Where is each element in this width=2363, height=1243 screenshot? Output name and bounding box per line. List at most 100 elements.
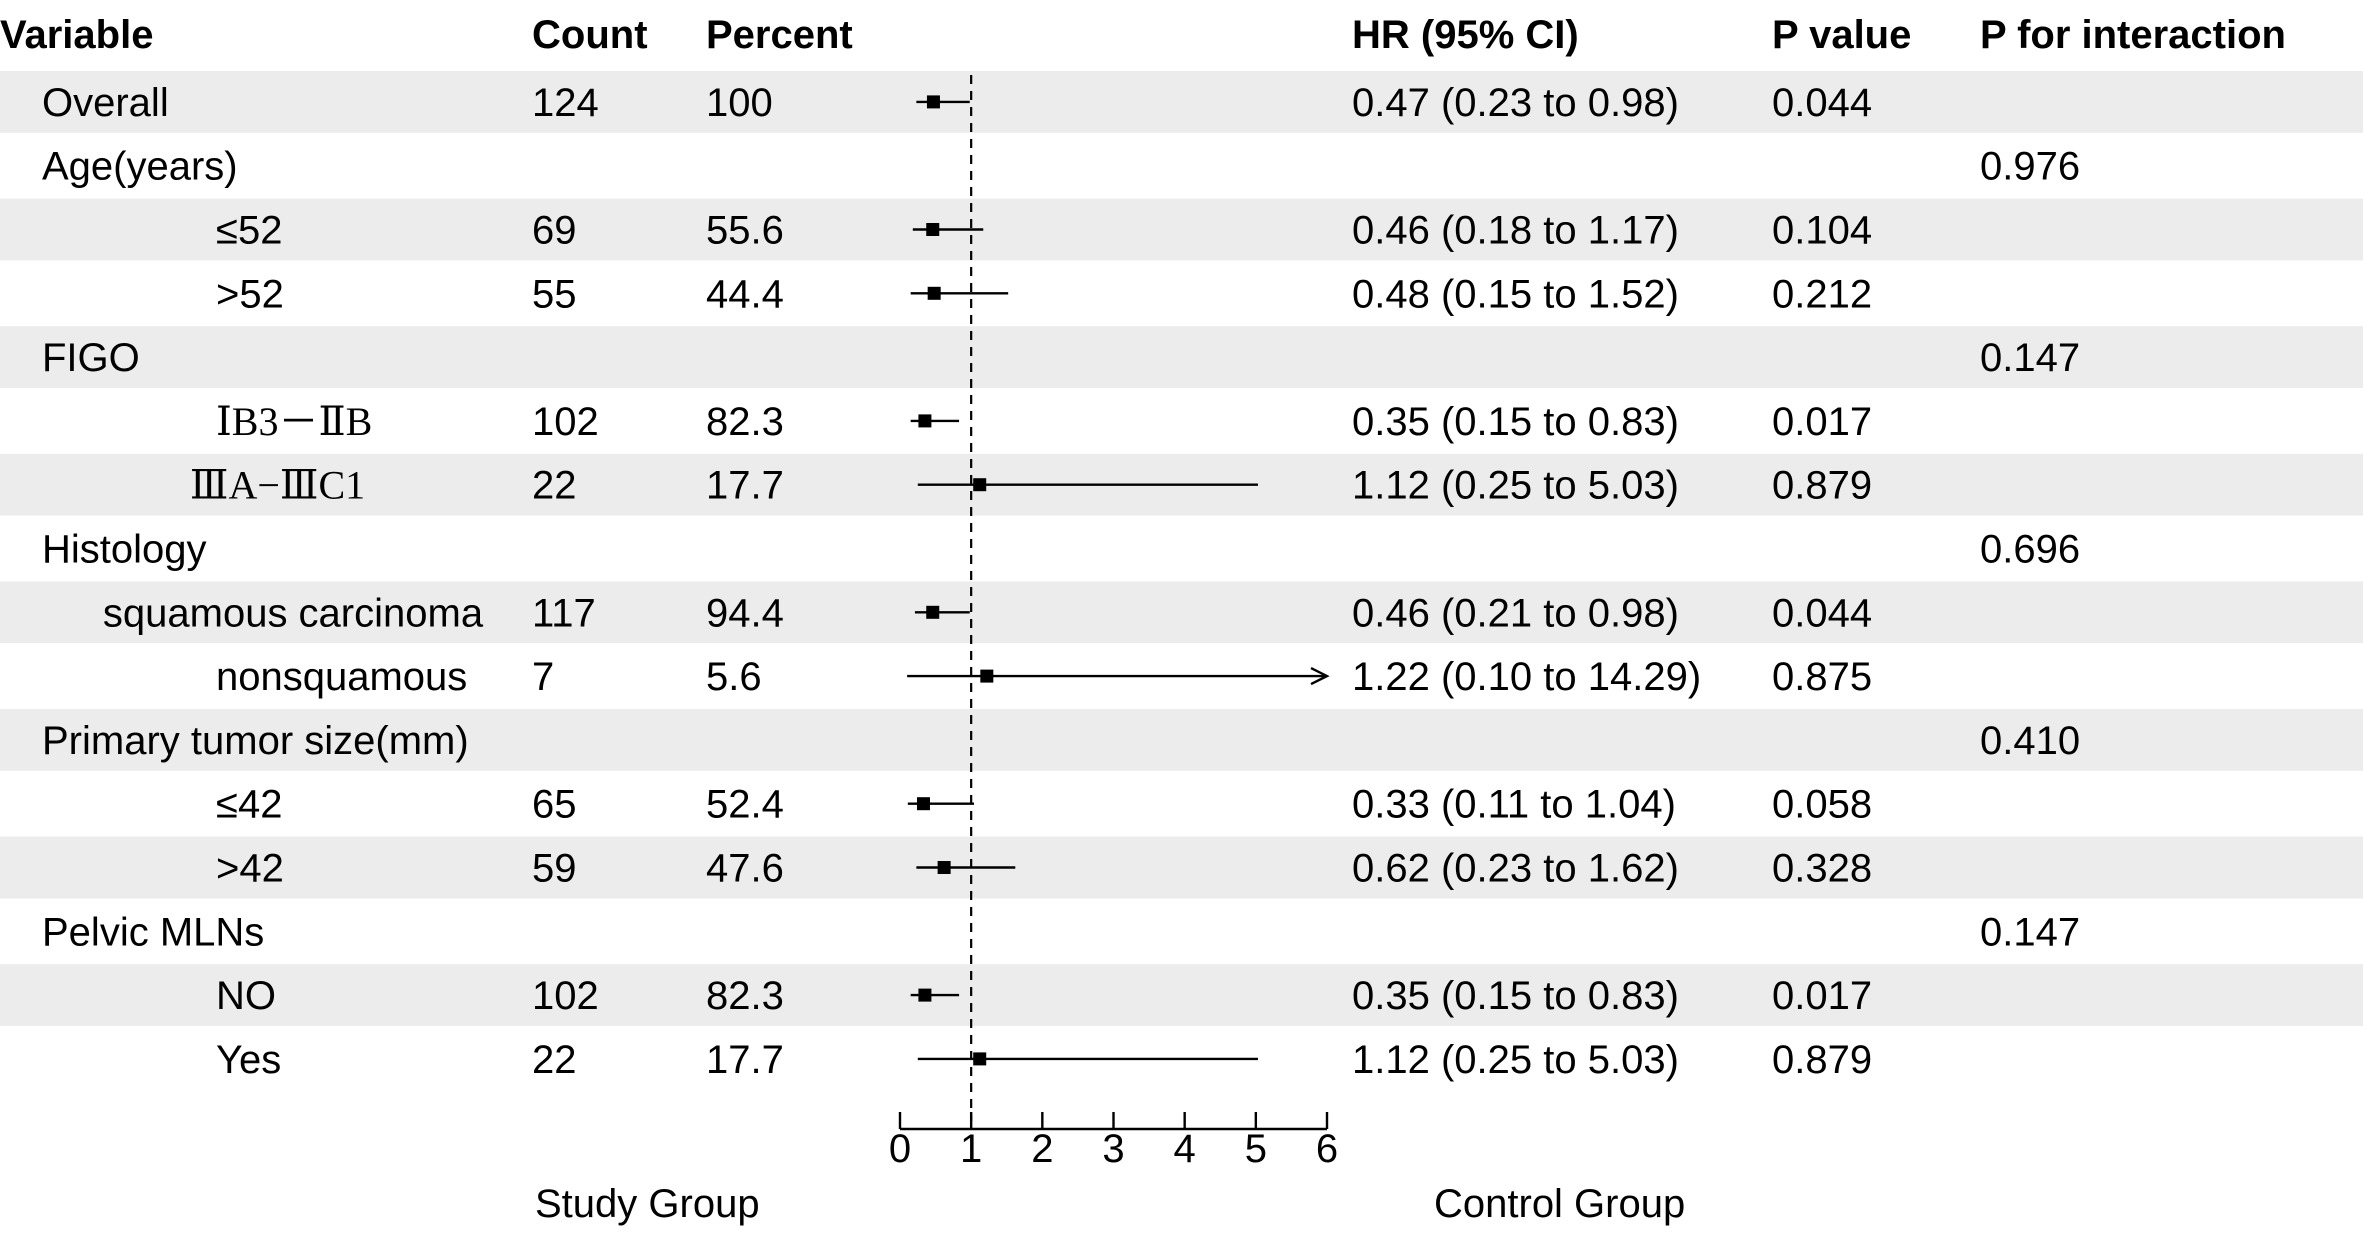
row-count: 55	[532, 272, 577, 316]
column-headers: Variable Count Percent HR (95% CI) P val…	[0, 13, 2286, 57]
row-label: FIGO	[42, 336, 140, 380]
group-label-left: Study Group	[535, 1182, 760, 1226]
table-row: Pelvic MLNs 0.147	[42, 910, 2080, 954]
row-label: NO	[216, 974, 276, 1018]
row-p-value: 0.879	[1772, 1038, 1872, 1082]
row-band	[0, 71, 2363, 133]
row-count: 102	[532, 974, 599, 1018]
row-p-value: 0.879	[1772, 464, 1872, 508]
row-p-value: 0.212	[1772, 272, 1872, 316]
row-count: 69	[532, 209, 577, 253]
row-hr-ci: 0.33 (0.11 to 1.04)	[1352, 783, 1676, 827]
table-row: FIGO 0.147	[42, 336, 2080, 380]
x-tick-label: 4	[1174, 1127, 1196, 1171]
table-row: ⅢA−ⅢC1 22 17.7 1.12 (0.25 to 5.03) 0.879	[190, 463, 1872, 508]
row-percent: 55.6	[706, 209, 784, 253]
x-tick-label: 6	[1316, 1127, 1338, 1171]
row-label: ≤52	[216, 209, 282, 253]
table-rows: Overall 124 100 0.47 (0.23 to 0.98) 0.044 Age…	[42, 81, 2080, 1082]
row-percent: 100	[706, 81, 773, 125]
row-count: 59	[532, 847, 577, 891]
x-tick-label: 2	[1031, 1127, 1053, 1171]
row-hr-ci: 0.47 (0.23 to 0.98)	[1352, 81, 1679, 125]
row-count: 117	[532, 591, 596, 635]
row-p-value: 0.044	[1772, 591, 1872, 635]
row-label: ≤42	[216, 783, 282, 827]
x-tick-label: 5	[1245, 1127, 1267, 1171]
table-row: Age(years) 0.976	[42, 145, 2080, 189]
hr-point	[926, 95, 940, 109]
row-band	[0, 964, 2363, 1026]
table-row: Overall 124 100 0.47 (0.23 to 0.98) 0.044	[42, 81, 1872, 125]
row-bands	[0, 71, 2363, 1026]
plot-area	[907, 75, 1330, 1121]
row-label: Pelvic MLNs	[42, 910, 264, 954]
row-p-value: 0.328	[1772, 847, 1872, 891]
x-tick-label: 0	[889, 1127, 911, 1171]
row-percent: 52.4	[706, 783, 784, 827]
hr-point	[918, 414, 932, 428]
table-row: nonsquamous 7 5.6 1.22 (0.10 to 14.29) 0.875	[216, 655, 1872, 699]
row-percent: 82.3	[706, 974, 784, 1018]
row-band	[0, 709, 2363, 771]
ci-arrow	[1310, 667, 1330, 686]
row-hr-ci: 0.46 (0.18 to 1.17)	[1352, 209, 1679, 253]
x-tick-label: 3	[1102, 1127, 1124, 1171]
row-band	[0, 581, 2363, 644]
header-p-interaction: P for interaction	[1980, 13, 2286, 57]
x-tick-label: 1	[960, 1127, 982, 1171]
table-row: Histology 0.696	[42, 528, 2080, 572]
row-label: Primary tumor size(mm)	[42, 719, 469, 763]
table-row: NO 102 82.3 0.35 (0.15 to 0.83) 0.017	[216, 974, 1872, 1018]
row-count: 102	[532, 400, 599, 444]
row-band	[0, 198, 2363, 261]
hr-point	[980, 669, 994, 683]
row-count: 124	[532, 81, 599, 125]
row-label: Yes	[216, 1038, 281, 1082]
row-p-interaction: 0.410	[1980, 719, 2080, 763]
row-label: squamous carcinoma	[103, 591, 484, 635]
hr-point	[973, 1052, 987, 1066]
header-p-value: P value	[1772, 13, 1911, 57]
row-label: ⅠB3－ⅡB	[216, 399, 372, 444]
row-label: >52	[216, 272, 284, 316]
row-p-interaction: 0.147	[1980, 336, 2080, 380]
row-p-value: 0.044	[1772, 81, 1872, 125]
header-count: Count	[532, 13, 648, 57]
row-label: Histology	[42, 528, 207, 572]
hr-point	[916, 797, 930, 811]
row-count: 22	[532, 1038, 577, 1082]
row-count: 7	[532, 655, 554, 699]
row-percent: 17.7	[706, 1038, 784, 1082]
row-count: 65	[532, 783, 577, 827]
row-p-value: 0.017	[1772, 400, 1872, 444]
row-p-value: 0.875	[1772, 655, 1872, 699]
hr-point	[926, 223, 940, 236]
row-p-value: 0.104	[1772, 209, 1872, 253]
row-count: 22	[532, 464, 577, 508]
row-percent: 17.7	[706, 464, 784, 508]
row-hr-ci: 1.12 (0.25 to 5.03)	[1352, 464, 1679, 508]
table-row: ≤52 69 55.6 0.46 (0.18 to 1.17) 0.104	[216, 209, 1872, 253]
row-label: nonsquamous	[216, 655, 467, 699]
row-p-value: 0.058	[1772, 783, 1872, 827]
row-percent: 5.6	[706, 655, 762, 699]
row-percent: 44.4	[706, 272, 784, 316]
hr-point	[927, 286, 941, 300]
row-hr-ci: 0.48 (0.15 to 1.52)	[1352, 272, 1679, 316]
row-p-interaction: 0.147	[1980, 910, 2080, 954]
hr-point	[937, 861, 951, 874]
row-band	[0, 326, 2363, 388]
table-row: Yes 22 17.7 1.12 (0.25 to 5.03) 0.879	[216, 1038, 1872, 1082]
header-percent: Percent	[706, 13, 853, 57]
header-variable: Variable	[0, 13, 153, 57]
table-row: >52 55 44.4 0.48 (0.15 to 1.52) 0.212	[216, 272, 1872, 316]
row-hr-ci: 0.46 (0.21 to 0.98)	[1352, 591, 1679, 635]
row-label: ⅢA−ⅢC1	[190, 463, 365, 508]
table-row: Primary tumor size(mm) 0.410	[42, 719, 2080, 763]
hr-point	[973, 478, 987, 492]
table-row: >42 59 47.6 0.62 (0.23 to 1.62) 0.328	[216, 847, 1872, 891]
row-percent: 94.4	[706, 591, 784, 635]
x-axis: 0 1 2 3 4 5 6	[889, 1112, 1338, 1171]
